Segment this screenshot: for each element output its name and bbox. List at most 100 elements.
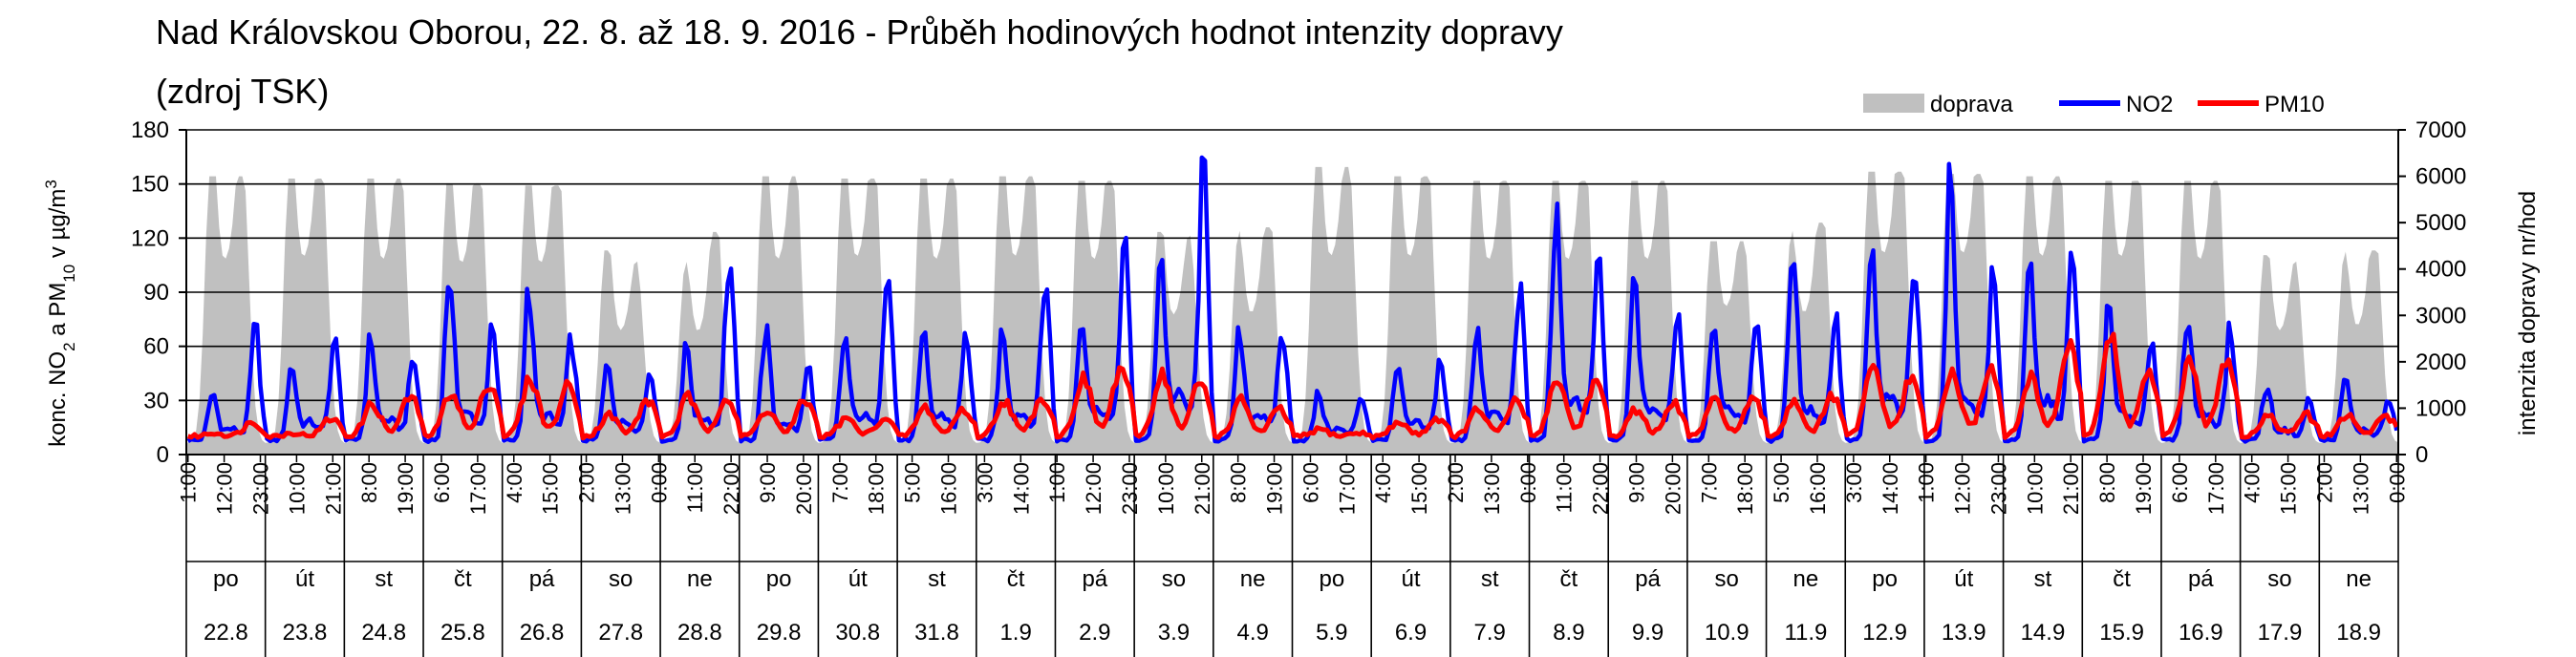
x-tick-label: 17:00 [1335, 462, 1359, 515]
x-tick-label: 2:00 [1444, 462, 1468, 503]
x-tick-label: 12:00 [1951, 462, 1975, 515]
right-tick-label: 0 [2415, 442, 2428, 468]
legend-label-doprava: doprava [1930, 92, 2013, 117]
weekday-label: čt [454, 566, 472, 592]
x-tick-label: 9:00 [1625, 462, 1649, 503]
weekday-label: ne [1793, 566, 1819, 592]
right-axis-ticks: 0 1000 2000 3000 4000 5000 6000 7000 [2398, 117, 2466, 468]
x-tick-label: 6:00 [2168, 462, 2192, 503]
x-tick-label: 7:00 [828, 462, 852, 503]
weekday-label: so [1162, 566, 1186, 592]
date-label: 16.9 [2179, 620, 2223, 646]
x-tick-label: 14:00 [1878, 462, 1902, 515]
x-tick-label: 2:00 [575, 462, 599, 503]
date-label: 15.9 [2099, 620, 2144, 646]
date-label: 24.8 [361, 620, 406, 646]
date-label: 10.9 [1705, 620, 1750, 646]
x-tick-label: 8:00 [357, 462, 381, 503]
weekday-label: st [375, 566, 393, 592]
x-tick-label: 0:00 [1516, 462, 1540, 503]
weekday-label: ne [1240, 566, 1266, 592]
date-label: 13.9 [1942, 620, 1986, 646]
x-tick-label: 8:00 [2095, 462, 2119, 503]
x-tick-label: 0:00 [647, 462, 671, 503]
x-tick-label: 5:00 [901, 462, 925, 503]
date-label: 8.9 [1553, 620, 1584, 646]
date-label: 18.9 [2336, 620, 2381, 646]
x-axis-hour-labels: 1:00 12:00 23:00 10:00 21:00 8:00 19:00 6:00 17:… [177, 455, 2409, 515]
x-tick-label: 1:00 [177, 462, 201, 503]
x-tick-label: 19:00 [1263, 462, 1287, 515]
x-tick-label: 5:00 [1770, 462, 1793, 503]
chart-title: Nad Královskou Oborou, 22. 8. až 18. 9. … [156, 12, 1563, 52]
left-tick-label: 180 [131, 117, 169, 143]
x-tick-label: 14:00 [1009, 462, 1033, 515]
x-tick-label: 4:00 [2241, 462, 2265, 503]
x-tick-label: 11:00 [683, 462, 707, 513]
x-tick-label: 11:00 [1553, 462, 1577, 513]
gridlines [186, 129, 2398, 402]
date-label: 3.9 [1158, 620, 1190, 646]
chart-subtitle: (zdroj TSK) [156, 72, 329, 111]
weekday-label: čt [1560, 566, 1578, 592]
y-axis-label-left: konc. NO2 a PM10 v µg/m3 [42, 180, 78, 447]
right-tick-label: 1000 [2415, 395, 2466, 421]
date-label: 5.9 [1316, 620, 1347, 646]
x-tick-label: 6:00 [1299, 462, 1322, 503]
weekday-label: po [213, 566, 239, 592]
weekday-label: po [1872, 566, 1898, 592]
x-tick-label: 21:00 [321, 462, 345, 515]
date-label: 30.8 [835, 620, 880, 646]
legend-swatch-doprava [1863, 94, 1924, 113]
x-tick-label: 0:00 [2385, 462, 2409, 503]
date-label: 6.9 [1395, 620, 1427, 646]
right-tick-label: 3000 [2415, 303, 2466, 328]
date-label: 17.9 [2258, 620, 2303, 646]
x-tick-label: 2:00 [2313, 462, 2337, 503]
legend: doprava NO2 PM10 [1863, 92, 2325, 117]
x-tick-label: 9:00 [756, 462, 780, 503]
left-tick-label: 120 [131, 225, 169, 251]
weekday-label: so [1715, 566, 1739, 592]
right-tick-label: 6000 [2415, 164, 2466, 190]
weekday-label: so [609, 566, 633, 592]
left-tick-label: 90 [143, 280, 169, 306]
left-tick-label: 150 [131, 172, 169, 198]
y-axis-label-right: intenzita dopravy nr/hod [2515, 191, 2541, 435]
x-tick-label: 21:00 [1191, 462, 1214, 515]
x-tick-label: 4:00 [503, 462, 526, 503]
date-label: 7.9 [1474, 620, 1506, 646]
x-tick-label: 7:00 [1697, 462, 1721, 503]
date-label: 27.8 [598, 620, 643, 646]
series-pm10 [186, 331, 2399, 441]
day-table: po 22.8 út 23.8 st 24.8 čt 25.8 pá 26.8 so 27.8 ne 28… [185, 455, 2399, 657]
x-tick-label: 13:00 [612, 462, 635, 515]
x-tick-label: 6:00 [430, 462, 454, 503]
x-tick-label: 20:00 [1661, 462, 1685, 515]
weekday-label: pá [2188, 566, 2214, 592]
x-tick-label: 15:00 [1407, 462, 1431, 515]
date-label: 22.8 [204, 620, 248, 646]
date-label: 26.8 [520, 620, 565, 646]
date-label: 4.9 [1236, 620, 1268, 646]
x-tick-label: 12:00 [213, 462, 237, 515]
date-label: 14.9 [2021, 620, 2066, 646]
legend-label-no2: NO2 [2126, 92, 2173, 117]
weekday-label: čt [1007, 566, 1025, 592]
x-tick-label: 16:00 [937, 462, 961, 515]
x-tick-label: 17:00 [2204, 462, 2228, 515]
x-tick-label: 13:00 [2349, 462, 2372, 515]
date-label: 31.8 [914, 620, 959, 646]
x-tick-label: 3:00 [1842, 462, 1866, 503]
left-tick-label: 30 [143, 388, 169, 413]
x-tick-label: 19:00 [2132, 462, 2156, 515]
x-tick-label: 10:00 [285, 462, 309, 515]
x-tick-label: 21:00 [2059, 462, 2083, 515]
date-label: 28.8 [677, 620, 722, 646]
pm10-line [186, 331, 2399, 441]
x-tick-label: 23:00 [1118, 462, 1142, 515]
x-tick-label: 8:00 [1227, 462, 1251, 503]
left-axis-ticks: 0 30 60 90 120 150 180 [131, 117, 186, 468]
x-tick-label: 17:00 [466, 462, 490, 515]
x-tick-label: 1:00 [1915, 462, 1939, 503]
